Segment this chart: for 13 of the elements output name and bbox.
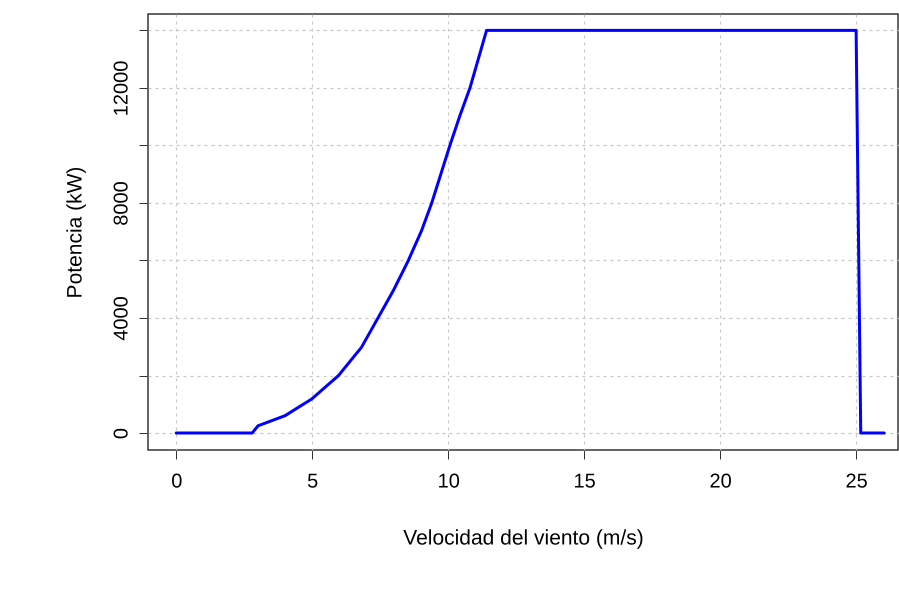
x-tick-label: 25: [845, 470, 868, 492]
x-tick-label: 10: [438, 470, 460, 492]
line-series: [174, 28, 886, 435]
y-axis-title: Potencia (kW): [64, 166, 86, 298]
x-axis-title: Velocidad del viento (m/s): [403, 526, 644, 550]
y-tick-label: 12000: [110, 60, 132, 116]
y-tick-label: 0: [110, 428, 132, 440]
x-tick-label: 5: [307, 470, 318, 492]
y-tick-label: 4000: [110, 296, 132, 341]
x-tick-label: 0: [171, 470, 182, 492]
y-tick-label: 8000: [110, 181, 132, 226]
x-tick-label: 15: [574, 470, 596, 492]
x-tick-label: 20: [710, 470, 732, 492]
